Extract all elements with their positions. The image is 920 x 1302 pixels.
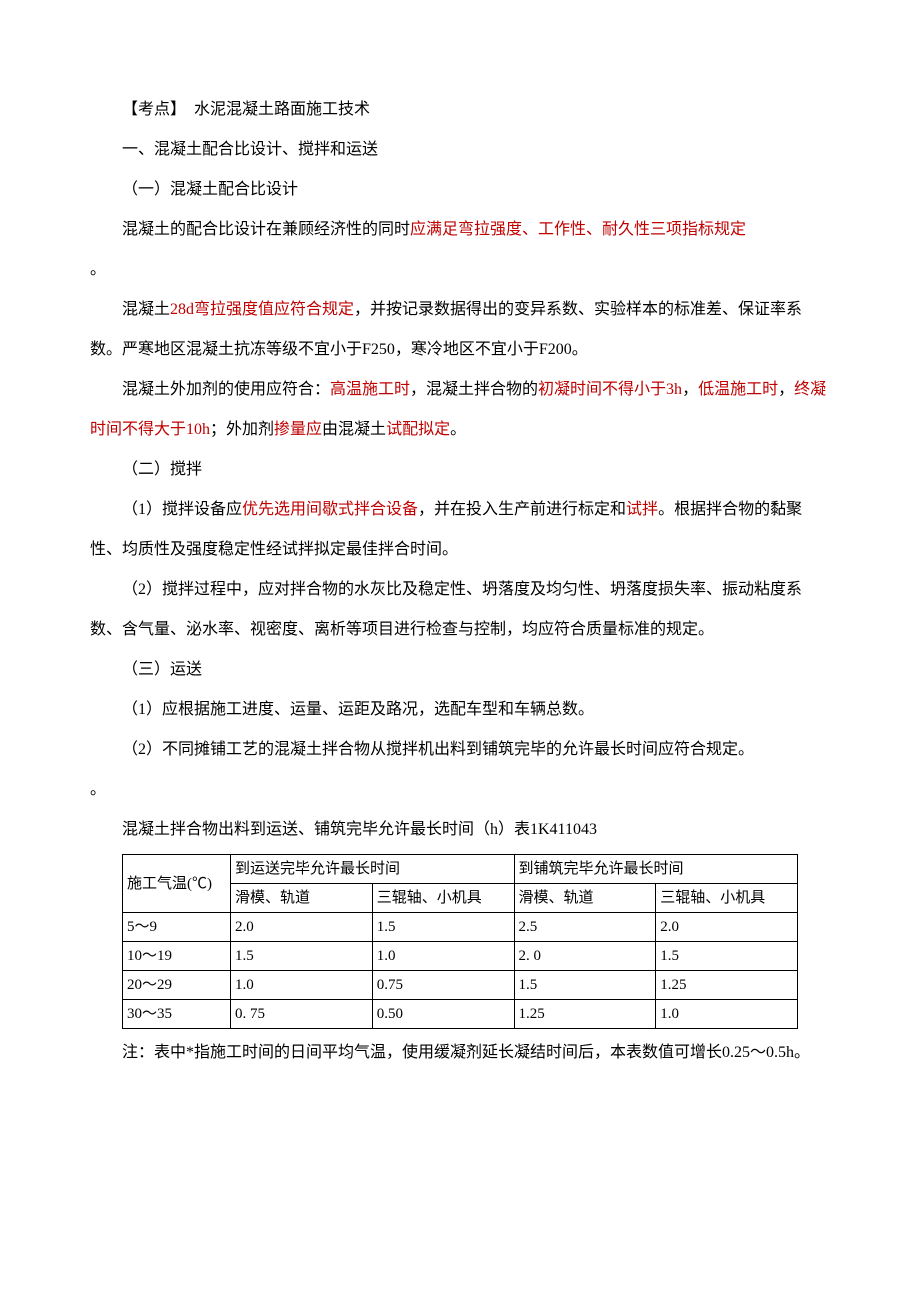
- section-1-title: （一）混凝土配合比设计: [90, 170, 830, 210]
- section-2-title: （二）搅拌: [90, 450, 830, 490]
- table-caption: 混凝土拌合物出料到运送、铺筑完毕允许最长时间（h）表1K411043: [90, 810, 830, 850]
- paragraph-6: （1）应根据施工进度、运量、运距及路况，选配车型和车辆总数。: [90, 690, 830, 730]
- text: 混凝土的配合比设计在兼顾经济性的同时: [122, 221, 410, 238]
- highlight-text: 试配拟定: [386, 421, 450, 438]
- highlight-text: 应满足弯拉强度、工作性、耐久性三项指标规定: [410, 221, 746, 238]
- cell: 1.5: [372, 913, 514, 942]
- paragraph-4: （1）搅拌设备应优先选用间歇式拌合设备，并在投入生产前进行标定和试拌。根据拌合物…: [90, 490, 830, 570]
- cell-temp: 10～19: [123, 942, 231, 971]
- text: ；外加剂: [210, 421, 274, 438]
- highlight-text: 低温施工时: [698, 381, 778, 398]
- cell-temp: 20～29: [123, 971, 231, 1000]
- cell: 1.0: [656, 1000, 798, 1029]
- table-row: 5～9 2.0 1.5 2.5 2.0: [123, 913, 798, 942]
- table-header-row: 施工气温(℃) 到运送完毕允许最长时间 到铺筑完毕允许最长时间: [123, 855, 798, 884]
- cell: 0.75: [372, 971, 514, 1000]
- header-temp: 施工气温(℃): [123, 855, 231, 913]
- cell: 1.0: [372, 942, 514, 971]
- heading-1: 一、混凝土配合比设计、搅拌和运送: [90, 130, 830, 170]
- highlight-text: 28d弯拉强度值应符合规定: [170, 301, 354, 318]
- cell: 1.5: [514, 971, 656, 1000]
- paragraph-2: 混凝土28d弯拉强度值应符合规定，并按记录数据得出的变异系数、实验样本的标准差、…: [90, 290, 830, 370]
- table-row: 10～19 1.5 1.0 2. 0 1.5: [123, 942, 798, 971]
- table-row: 30～35 0. 75 0.50 1.25 1.0: [123, 1000, 798, 1029]
- cell: 0. 75: [231, 1000, 373, 1029]
- topic-title: 【考点】 水泥混凝土路面施工技术: [90, 90, 830, 130]
- subheader-b2: 三辊轴、小机具: [656, 884, 798, 913]
- text: 混凝土外加剂的使用应符合：: [122, 381, 330, 398]
- highlight-text: 掺量应: [274, 421, 322, 438]
- subheader-a2: 三辊轴、小机具: [372, 884, 514, 913]
- cell-temp: 30～35: [123, 1000, 231, 1029]
- cell: 0.50: [372, 1000, 514, 1029]
- text: 混凝土: [122, 301, 170, 318]
- header-group-2: 到铺筑完毕允许最长时间: [514, 855, 798, 884]
- paragraph-7-end: 。: [90, 770, 830, 810]
- cell: 1.5: [231, 942, 373, 971]
- subheader-a1: 滑模、轨道: [231, 884, 373, 913]
- section-3-title: （三）运送: [90, 650, 830, 690]
- text: ，: [682, 381, 698, 398]
- cell: 2.0: [656, 913, 798, 942]
- cell: 2. 0: [514, 942, 656, 971]
- cell: 2.0: [231, 913, 373, 942]
- cell: 1.25: [656, 971, 798, 1000]
- text: ，混凝土拌合物的: [410, 381, 538, 398]
- cell: 1.25: [514, 1000, 656, 1029]
- cell: 1.5: [656, 942, 798, 971]
- subheader-b1: 滑模、轨道: [514, 884, 656, 913]
- paragraph-1-end: 。: [90, 250, 830, 290]
- time-table: 施工气温(℃) 到运送完毕允许最长时间 到铺筑完毕允许最长时间 滑模、轨道 三辊…: [122, 854, 798, 1029]
- cell: 1.0: [231, 971, 373, 1000]
- cell-temp: 5～9: [123, 913, 231, 942]
- text: （1）搅拌设备应: [122, 501, 242, 518]
- cell: 2.5: [514, 913, 656, 942]
- highlight-text: 试拌: [626, 501, 658, 518]
- paragraph-1: 混凝土的配合比设计在兼顾经济性的同时应满足弯拉强度、工作性、耐久性三项指标规定: [90, 210, 830, 250]
- paragraph-5: （2）搅拌过程中，应对拌合物的水灰比及稳定性、坍落度及均匀性、坍落度损失率、振动…: [90, 570, 830, 650]
- highlight-text: 初凝时间不得小于3h: [538, 381, 682, 398]
- paragraph-3: 混凝土外加剂的使用应符合：高温施工时，混凝土拌合物的初凝时间不得小于3h，低温施…: [90, 370, 830, 450]
- text: ，并在投入生产前进行标定和: [418, 501, 626, 518]
- table-note: 注：表中*指施工时间的日间平均气温，使用缓凝剂延长凝结时间后，本表数值可增长0.…: [90, 1033, 830, 1073]
- highlight-text: 优先选用间歇式拌合设备: [242, 501, 418, 518]
- paragraph-7: （2）不同摊铺工艺的混凝土拌合物从搅拌机出料到铺筑完毕的允许最长时间应符合规定。: [90, 730, 830, 770]
- text: 由混凝土: [322, 421, 386, 438]
- header-group-1: 到运送完毕允许最长时间: [231, 855, 515, 884]
- text: ，: [778, 381, 794, 398]
- text: 。: [450, 421, 466, 438]
- table-row: 20～29 1.0 0.75 1.5 1.25: [123, 971, 798, 1000]
- highlight-text: 高温施工时: [330, 381, 410, 398]
